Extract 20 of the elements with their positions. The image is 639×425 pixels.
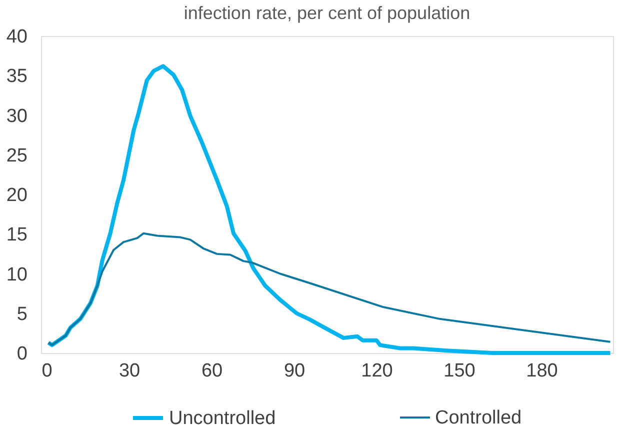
x-tick-label: 0 (42, 360, 52, 382)
y-tick-label: 25 (6, 145, 28, 166)
x-tick-label: 180 (526, 360, 558, 382)
chart-title: infection rate, per cent of population (184, 3, 470, 23)
line-series (47, 232, 612, 346)
y-tick-label: 5 (16, 304, 28, 325)
y-tick-label: 20 (6, 185, 28, 206)
y-tick-label: 10 (6, 264, 28, 286)
y-tick-label: 35 (6, 66, 28, 88)
x-tick-label: 60 (201, 360, 223, 382)
y-tick-label: 15 (6, 224, 28, 246)
x-tick-label: 30 (118, 360, 140, 382)
legend-label: Uncontrolled (169, 408, 276, 425)
legend-label: Controlled (435, 408, 522, 425)
y-tick-label: 40 (6, 26, 28, 48)
x-tick-label: 90 (284, 360, 306, 382)
x-tick-label: 150 (444, 360, 476, 382)
y-tick-label: 30 (6, 106, 28, 127)
y-tick-label: 0 (16, 344, 28, 364)
x-tick-label: 120 (361, 360, 393, 382)
